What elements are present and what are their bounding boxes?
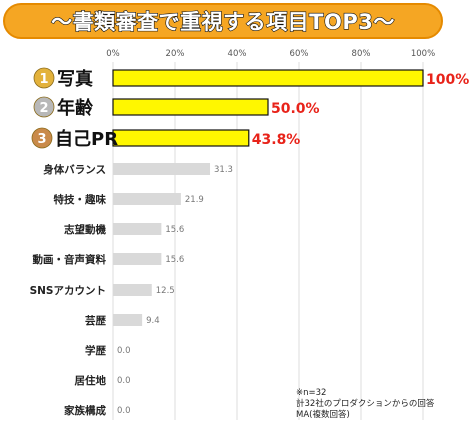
- category-label: SNSアカウント: [30, 285, 106, 297]
- value-label: 0.0: [117, 406, 131, 416]
- value-label: 43.8%: [252, 132, 301, 148]
- category-label: 居住地: [75, 374, 107, 387]
- title-banner: 〜書類審査で重視する項目TOP3〜: [3, 3, 443, 39]
- rank-badge: [33, 67, 55, 89]
- chart-title: 〜書類審査で重視する項目TOP3〜: [51, 9, 395, 34]
- category-label: 自己PR: [55, 128, 118, 150]
- category-label: 家族構成: [64, 404, 106, 417]
- category-label: 写真: [57, 68, 93, 90]
- value-label: 15.6: [165, 225, 184, 235]
- bar: [113, 223, 162, 235]
- category-label: 特技・趣味: [54, 193, 107, 206]
- bar: [112, 129, 250, 147]
- bar: [112, 69, 424, 87]
- x-tick-label: 0%: [106, 49, 120, 59]
- category-label: 芸歴: [85, 314, 106, 327]
- category-label: 動画・音声資料: [33, 253, 107, 266]
- category-label: 年齢: [57, 97, 94, 119]
- value-label: 100%: [426, 72, 469, 88]
- rank-badge: [33, 96, 55, 118]
- bar: [113, 314, 143, 326]
- rank-badge-number: 2: [39, 101, 48, 116]
- value-label: 50.0%: [271, 101, 320, 117]
- value-label: 0.0: [117, 376, 131, 386]
- category-label: 学歴: [85, 344, 106, 357]
- category-label: 身体バランス: [43, 163, 106, 176]
- bar: [112, 98, 269, 116]
- note-line-respondents: 計32社のプロダクションからの回答: [296, 399, 435, 409]
- note-line-multiple-answer: MA(複数回答): [296, 410, 350, 420]
- x-tick-label: 20%: [166, 49, 185, 59]
- rank-badge-number: 1: [39, 72, 48, 87]
- value-label: 12.5: [156, 286, 175, 296]
- x-tick-label: 60%: [290, 49, 309, 59]
- rank-badge: [31, 127, 53, 149]
- bar: [113, 163, 211, 175]
- value-label: 0.0: [117, 346, 131, 356]
- x-tick-label: 80%: [352, 49, 371, 59]
- note-line-sample-size: ※n=32: [296, 388, 327, 398]
- value-label: 31.3: [214, 165, 233, 175]
- x-tick-label: 40%: [228, 49, 247, 59]
- value-label: 15.6: [165, 255, 184, 265]
- bar: [113, 193, 181, 205]
- rank-badge-number: 3: [37, 132, 46, 147]
- value-label: 9.4: [146, 316, 160, 326]
- sample-note: ※n=32 計32社のプロダクションからの回答 MA(複数回答): [296, 388, 434, 421]
- bar: [113, 253, 162, 265]
- value-label: 21.9: [185, 195, 204, 205]
- category-label: 志望動機: [64, 223, 106, 236]
- x-tick-label: 100%: [411, 49, 435, 59]
- bar: [113, 284, 152, 296]
